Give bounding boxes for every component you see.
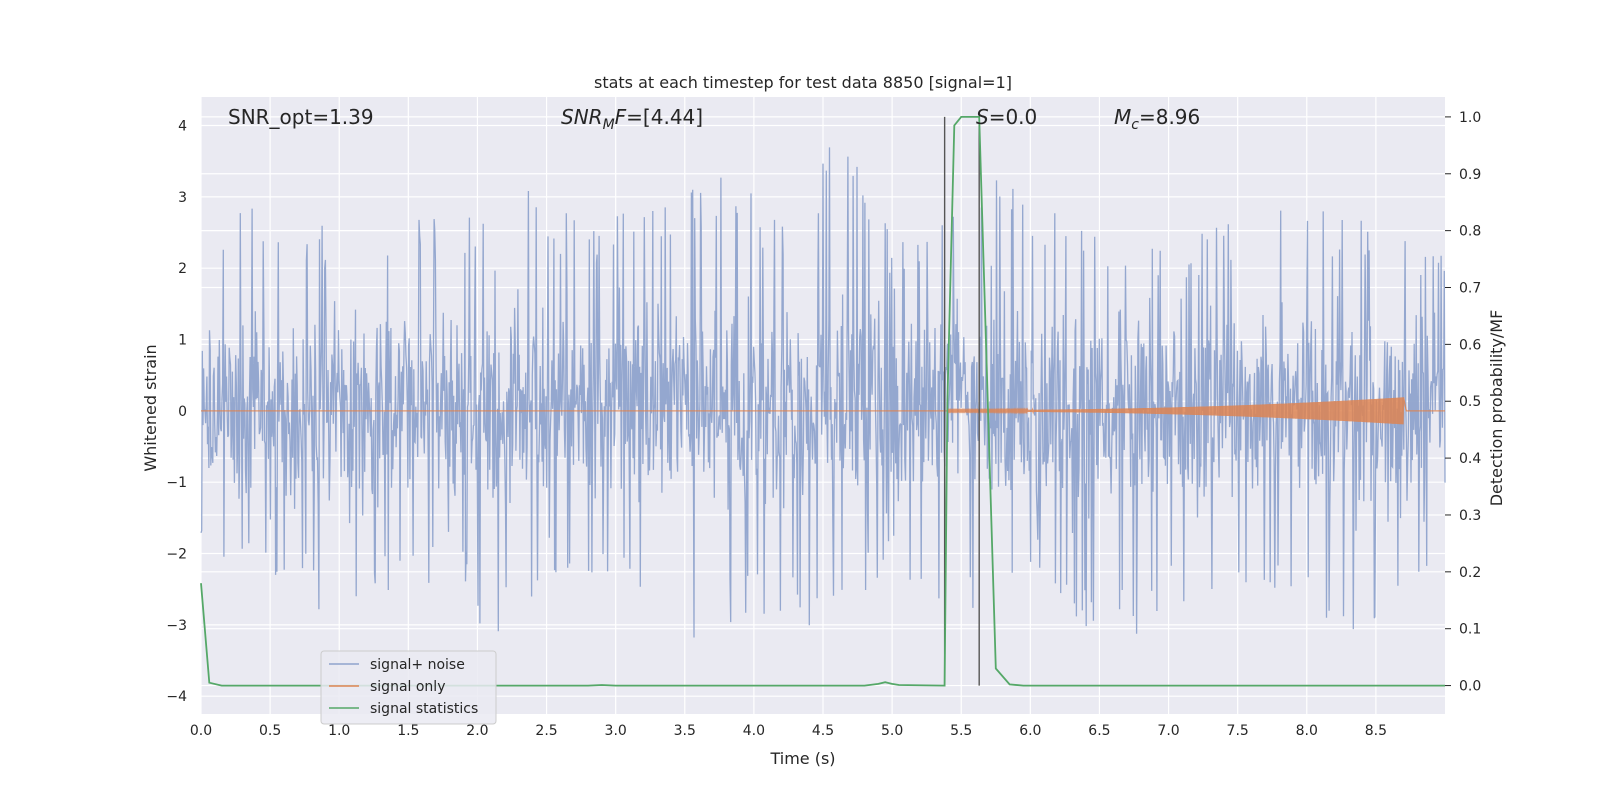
x-tick-label: 3.5 (674, 723, 696, 739)
annotation-snr-opt: SNR_opt=1.39 (228, 105, 374, 129)
x-tick-label: 2.0 (466, 723, 488, 739)
y2-tick-label: 0.4 (1459, 451, 1481, 467)
signal-noise-line (200, 147, 1446, 638)
x-tick-label: 6.0 (1019, 723, 1041, 739)
annotation-snr-mf-base: SNR (561, 105, 603, 129)
legend: signal+ noise signal only signal statist… (320, 650, 497, 725)
y2-axis-ticks: 1.0 0.9 0.8 0.7 0.6 0.5 0.4 0.3 0.2 0.1 0.0 (1445, 110, 1481, 695)
y-tick-label: −1 (166, 475, 187, 491)
signal-statistics-series (200, 116, 1445, 687)
y2-tick-label: 0.3 (1459, 508, 1481, 524)
signal-only-series (201, 397, 1445, 425)
y2-axis-label: Detection probability/MF (1487, 310, 1506, 507)
y2-tick-label: 1.0 (1459, 110, 1481, 126)
annotation-snr-mf: SNRMF=[4.44] (561, 105, 703, 133)
x-tick-label: 0.5 (259, 723, 281, 739)
y2-tick-label: 0.5 (1459, 394, 1481, 410)
legend-label-signal-noise: signal+ noise (370, 657, 465, 673)
y2-tick-label: 0.8 (1459, 224, 1481, 240)
y-axis-ticks: 4 3 2 1 0 −1 −2 −3 −4 (166, 119, 187, 706)
x-axis-ticks: 0.0 0.5 1.0 1.5 2.0 2.5 3.0 3.5 4.0 4.5 5.0 5.5 6.0 6… (190, 723, 1387, 739)
annotation-mc: Mc=8.96 (1114, 105, 1200, 133)
y2-tick-label: 0.7 (1459, 281, 1481, 297)
y-tick-label: 2 (178, 261, 187, 277)
x-tick-label: 1.0 (328, 723, 350, 739)
y2-tick-label: 0.9 (1459, 167, 1481, 183)
annotation-s-base: S (976, 105, 989, 129)
y-tick-label: −2 (166, 547, 187, 563)
x-tick-label: 7.0 (1157, 723, 1179, 739)
y2-tick-label: 0.6 (1459, 337, 1481, 353)
signal-statistics-line (200, 116, 1445, 687)
y-tick-label: 3 (178, 190, 187, 206)
chart-title: stats at each timestep for test data 885… (594, 73, 1012, 92)
x-tick-label: 8.0 (1296, 723, 1318, 739)
x-tick-label: 3.0 (605, 723, 627, 739)
x-tick-label: 4.0 (743, 723, 765, 739)
x-tick-label: 5.5 (950, 723, 972, 739)
annotation-mc-base: M (1114, 105, 1131, 129)
x-tick-label: 2.5 (535, 723, 557, 739)
legend-label-signal-only: signal only (370, 679, 445, 695)
annotation-snr-mf-rest: =[4.44] (626, 105, 703, 129)
legend-label-signal-statistics: signal statistics (370, 701, 478, 717)
x-axis-label: Time (s) (769, 749, 835, 768)
signal-noise-series (200, 147, 1446, 638)
y-tick-label: 1 (178, 333, 187, 349)
legend-frame (320, 650, 497, 725)
y-tick-label: 4 (178, 119, 187, 135)
annotation-mc-rest: =8.96 (1139, 105, 1200, 129)
annotation-s-rest: =0.0 (989, 105, 1038, 129)
annotation-mc-sub: c (1131, 117, 1139, 133)
x-tick-label: 8.5 (1365, 723, 1387, 739)
annotation-snr-mf-rest-italic: F (615, 105, 627, 129)
x-tick-label: 0.0 (190, 723, 212, 739)
signal-only-line (201, 397, 1445, 425)
x-tick-label: 4.5 (812, 723, 834, 739)
annotation-s: S=0.0 (976, 105, 1037, 129)
y-tick-label: −3 (166, 618, 187, 634)
y2-tick-label: 0.2 (1459, 565, 1481, 581)
y2-tick-label: 0.0 (1459, 679, 1481, 695)
x-tick-label: 5.0 (881, 723, 903, 739)
annotation-snr-mf-sub: M (603, 117, 615, 133)
y-tick-label: 0 (178, 404, 187, 420)
y-tick-label: −4 (166, 689, 187, 705)
y2-tick-label: 0.1 (1459, 622, 1481, 638)
x-tick-label: 6.5 (1088, 723, 1110, 739)
x-tick-label: 1.5 (397, 723, 419, 739)
x-tick-label: 7.5 (1227, 723, 1249, 739)
y-axis-label: Whitened strain (141, 344, 160, 471)
